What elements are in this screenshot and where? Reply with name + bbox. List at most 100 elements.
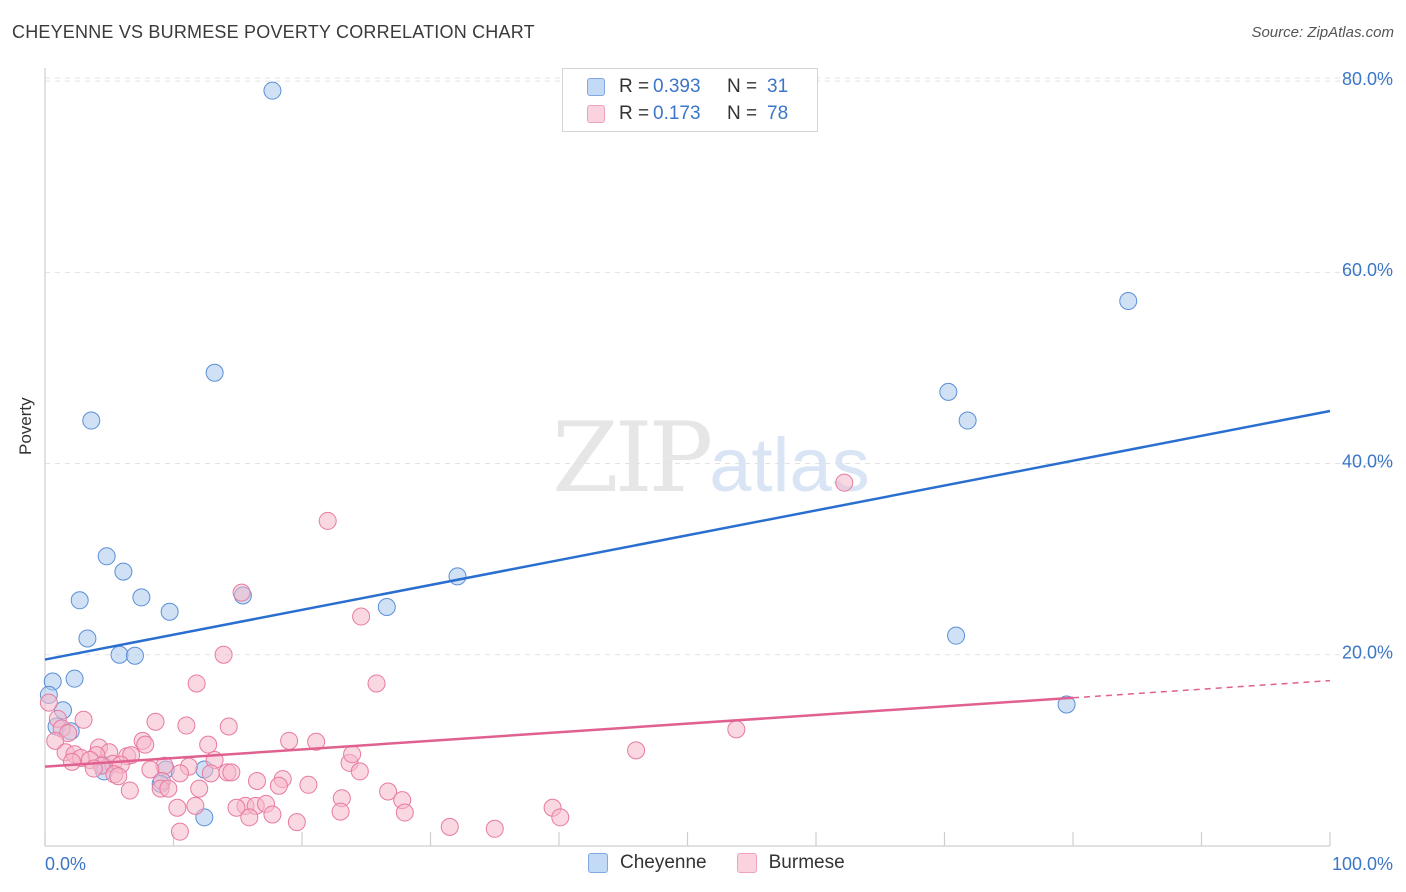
point-burmese — [214, 645, 233, 664]
point-burmese — [307, 732, 326, 751]
legend-n-label: N = — [727, 76, 758, 97]
point-cheyenne — [947, 626, 966, 645]
point-burmese — [170, 822, 189, 841]
trend-line-burmese — [44, 696, 1074, 768]
y-axis-label: Poverty — [16, 397, 35, 455]
point-burmese — [186, 796, 205, 815]
legend-item-cheyenne: Cheyenne — [588, 852, 707, 874]
legend-swatch-cheyenne — [587, 78, 605, 96]
point-burmese — [190, 779, 209, 798]
legend-row-burmese: R = 0.173 N = 78 — [587, 101, 788, 127]
point-cheyenne — [448, 567, 467, 586]
source-credit: Source: ZipAtlas.com — [1251, 24, 1394, 41]
y-tick-label: 40.0% — [1342, 451, 1393, 471]
point-cheyenne — [114, 562, 133, 581]
point-burmese — [627, 741, 646, 760]
point-burmese — [168, 798, 187, 817]
point-cheyenne — [70, 591, 89, 610]
point-burmese — [551, 808, 570, 827]
point-burmese — [120, 781, 139, 800]
point-burmese — [222, 763, 241, 782]
point-burmese — [395, 803, 414, 822]
point-burmese — [263, 805, 282, 824]
point-burmese — [240, 808, 259, 827]
legend-r-label: R = — [619, 103, 650, 124]
trend-line-extension-burmese — [1072, 679, 1331, 699]
watermark-atlas: atlas — [709, 423, 870, 508]
point-burmese — [835, 473, 854, 492]
point-burmese — [46, 731, 65, 750]
point-burmese — [146, 712, 165, 731]
point-burmese — [177, 716, 196, 735]
point-burmese — [280, 731, 299, 750]
legend-n-value: 31 — [767, 76, 789, 97]
point-burmese — [352, 607, 371, 626]
trend-line-cheyenne — [44, 409, 1331, 661]
point-burmese — [159, 779, 178, 798]
series-legend: Cheyenne Burmese — [588, 852, 875, 874]
point-burmese — [74, 710, 93, 729]
point-burmese — [199, 735, 218, 754]
legend-swatch-burmese — [587, 105, 605, 123]
point-burmese — [269, 776, 288, 795]
point-burmese — [187, 674, 206, 693]
point-burmese — [331, 802, 350, 821]
point-burmese — [299, 775, 318, 794]
point-cheyenne — [125, 646, 144, 665]
watermark-zip: ZIP — [552, 402, 713, 514]
point-cheyenne — [205, 363, 224, 382]
legend-r-value: 0.173 — [653, 103, 701, 124]
watermark: ZIPatlas — [552, 402, 870, 514]
point-burmese — [440, 817, 459, 836]
legend-swatch-burmese — [736, 853, 757, 873]
point-cheyenne — [132, 588, 151, 607]
point-burmese — [318, 511, 337, 530]
point-burmese — [343, 745, 362, 764]
point-burmese — [232, 583, 251, 602]
point-cheyenne — [97, 547, 116, 566]
point-burmese — [136, 735, 155, 754]
legend-item-burmese: Burmese — [736, 852, 845, 874]
point-cheyenne — [939, 382, 958, 401]
point-burmese — [727, 720, 746, 739]
point-cheyenne — [78, 629, 97, 648]
x-tick-label: 100.0% — [1332, 854, 1393, 874]
legend-swatch-cheyenne — [588, 853, 608, 873]
x-tick-label: 0.0% — [45, 854, 86, 874]
point-cheyenne — [1119, 292, 1138, 311]
legend-label-cheyenne: Cheyenne — [620, 852, 707, 873]
legend-r-label: R = — [619, 76, 650, 97]
point-burmese — [367, 674, 386, 693]
legend-r-value: 0.393 — [653, 76, 701, 97]
point-burmese — [39, 693, 58, 712]
point-cheyenne — [1057, 695, 1076, 714]
point-burmese — [227, 798, 246, 817]
y-tick-label: 20.0% — [1342, 643, 1393, 663]
point-cheyenne — [377, 597, 396, 616]
point-burmese — [62, 752, 81, 771]
point-cheyenne — [65, 669, 84, 688]
legend-n-label: N = — [727, 103, 758, 124]
stats-legend: R = 0.393 N = 31 R = 0.173 N = 78 — [562, 68, 818, 132]
chart-title: CHEYENNE VS BURMESE POVERTY CORRELATION … — [12, 22, 535, 42]
point-burmese — [219, 717, 238, 736]
y-tick-label: 60.0% — [1342, 260, 1393, 280]
legend-row-cheyenne: R = 0.393 N = 31 — [587, 74, 788, 100]
point-cheyenne — [82, 411, 101, 430]
point-burmese — [201, 764, 220, 783]
point-burmese — [379, 782, 398, 801]
point-burmese — [109, 767, 128, 786]
legend-n-value: 78 — [767, 103, 789, 124]
point-cheyenne — [263, 81, 282, 100]
point-burmese — [350, 762, 369, 781]
legend-label-burmese: Burmese — [768, 852, 845, 873]
point-cheyenne — [160, 602, 179, 621]
point-cheyenne — [110, 645, 129, 664]
y-tick-label: 80.0% — [1342, 69, 1393, 89]
point-burmese — [141, 760, 160, 779]
point-burmese — [485, 819, 504, 838]
point-cheyenne — [958, 411, 977, 430]
point-burmese — [287, 813, 306, 832]
point-burmese — [170, 764, 189, 783]
